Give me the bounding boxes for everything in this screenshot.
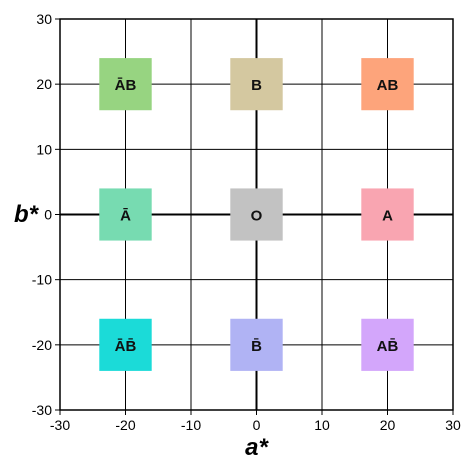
point-square (361, 318, 414, 371)
point-label: B̄ (251, 337, 262, 355)
point-marker: A (361, 188, 414, 241)
point-marker: Ā (99, 188, 152, 241)
y-tick-label: 0 (44, 207, 52, 223)
x-tick-label: 30 (445, 417, 461, 433)
point-square (361, 188, 414, 241)
point-marker: O (230, 188, 283, 241)
point-label: O (251, 208, 263, 225)
point-marker: ĀB (99, 58, 152, 111)
markers: ĀB B AB Ā O A ĀB̄ B̄ AB̄ (99, 58, 414, 371)
x-tick-label: 10 (314, 417, 330, 433)
x-tick-label: 0 (253, 417, 261, 433)
y-axis-label: b* (14, 201, 40, 228)
y-tick-label: -10 (32, 272, 52, 288)
x-tick-labels: -30 -20 -10 0 10 20 30 (50, 417, 461, 433)
y-tick-labels: -30 -20 -10 0 10 20 30 (32, 11, 52, 418)
y-tick-label: 20 (36, 76, 52, 92)
point-marker: AB (361, 58, 414, 111)
x-axis-label: a* (245, 434, 269, 461)
point-label: ĀB̄ (115, 337, 137, 355)
point-label: ĀB (115, 77, 137, 94)
point-square (99, 318, 152, 371)
point-marker: B̄ (230, 318, 283, 371)
x-tick-label: -30 (50, 417, 70, 433)
point-square (99, 188, 152, 241)
x-tick-label: -20 (115, 417, 135, 433)
x-tick-label: -10 (181, 417, 201, 433)
point-label: AB̄ (377, 337, 399, 355)
point-square (230, 188, 283, 241)
y-tick-label: 30 (36, 11, 52, 27)
point-square (230, 58, 283, 111)
point-marker: ĀB̄ (99, 318, 152, 371)
point-label: AB (377, 77, 399, 94)
y-tick-label: -30 (32, 402, 52, 418)
point-label: B (251, 77, 262, 94)
point-marker: AB̄ (361, 318, 414, 371)
point-square (99, 58, 152, 111)
y-tick-label: -20 (32, 337, 52, 353)
point-square (230, 318, 283, 371)
point-label: Ā (120, 208, 131, 225)
point-square (361, 58, 414, 111)
plot-frame (59, 18, 454, 411)
x-tick-label: 20 (380, 417, 396, 433)
point-marker: B (230, 58, 283, 111)
point-label: A (382, 208, 393, 225)
y-tick-label: 10 (36, 141, 52, 157)
